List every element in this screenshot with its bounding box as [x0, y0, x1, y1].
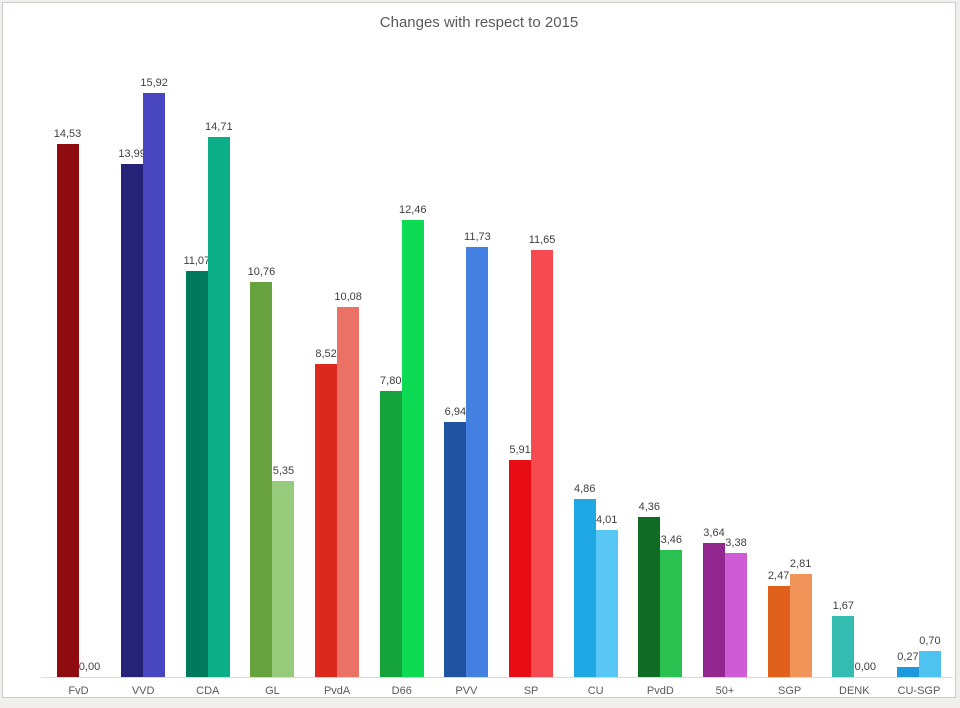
plot-area: 14,53 0,00 FvD 13,99 15,92 VVD 11,07 14,71 CDA 10… — [3, 3, 955, 697]
bar-CU-series-2 — [595, 530, 618, 677]
value-label-CDA-series-1: 11,07 — [183, 255, 211, 267]
value-label-GL-series-1: 10,76 — [247, 266, 276, 278]
value-label-50+-series-2: 3,38 — [725, 537, 747, 549]
value-label-SGP-series-1: 2,47 — [767, 570, 790, 582]
bar-FvD-series-1 — [56, 144, 79, 677]
value-label-FvD-series-2: 0,00 — [78, 661, 101, 673]
value-label-SP-series-1: 5,91 — [509, 444, 531, 456]
bar-VVD-series-2 — [143, 93, 166, 677]
x-axis-label-VVD: VVD — [131, 685, 155, 697]
bar-PvdD-series-1 — [638, 517, 661, 677]
x-axis-label-D66: D66 — [391, 685, 412, 697]
x-axis-label-CU: CU — [587, 685, 604, 697]
bar-CDA-series-1 — [185, 271, 208, 677]
x-axis-label-50+: 50+ — [715, 685, 735, 697]
bar-VVD-series-1 — [121, 164, 144, 677]
value-label-CU-SGP-series-1: 0,27 — [897, 651, 919, 663]
bar-DENK-series-1 — [832, 616, 855, 677]
bar-SGP-series-2 — [789, 574, 812, 677]
x-axis-label-PvdD: PvdD — [646, 685, 674, 697]
value-label-PvdD-series-2: 3,46 — [660, 534, 683, 546]
chart-frame: Changes with respect to 2015 14,53 0,00 Fv… — [2, 2, 956, 698]
value-label-50+-series-1: 3,64 — [703, 527, 725, 539]
value-label-PvdA-series-2: 10,08 — [334, 291, 362, 303]
bar-50+-series-1 — [703, 543, 725, 677]
value-label-SGP-series-2: 2,81 — [789, 558, 812, 570]
value-label-PvdD-series-1: 4,36 — [638, 501, 661, 513]
bar-50+-series-2 — [725, 553, 747, 677]
x-axis-label-CU-SGP: CU-SGP — [897, 685, 941, 697]
value-label-FvD-series-1: 14,53 — [53, 128, 82, 140]
value-label-VVD-series-2: 15,92 — [140, 77, 168, 89]
bar-SGP-series-1 — [767, 586, 790, 677]
bar-PVV-series-1 — [444, 422, 467, 677]
value-label-PVV-series-2: 11,73 — [464, 231, 491, 243]
value-label-PvdA-series-1: 8,52 — [315, 348, 337, 360]
x-axis-line — [41, 677, 953, 678]
chart-title: Changes with respect to 2015 — [379, 14, 579, 31]
x-axis-label-SGP: SGP — [778, 685, 802, 697]
value-label-SP-series-2: 11,65 — [528, 234, 556, 246]
value-label-CU-series-1: 4,86 — [573, 483, 596, 495]
bar-CDA-series-2 — [207, 137, 230, 677]
bar-PvdA-series-1 — [315, 364, 338, 677]
bar-CU-SGP-series-2 — [918, 651, 941, 677]
bar-PVV-series-2 — [466, 247, 489, 677]
bar-CU-SGP-series-1 — [896, 667, 919, 677]
bar-D66-series-2 — [401, 220, 424, 677]
value-label-DENK-series-2: 0,00 — [854, 661, 876, 673]
x-axis-label-SP: SP — [523, 685, 539, 697]
x-axis-label-DENK: DENK — [839, 685, 870, 697]
bar-PvdA-series-2 — [337, 307, 360, 677]
value-label-PVV-series-1: 6,94 — [444, 406, 467, 418]
bar-GL-series-2 — [272, 481, 295, 677]
x-axis-label-FvD: FvD — [68, 685, 89, 697]
value-label-CDA-series-2: 14,71 — [205, 121, 233, 133]
x-axis-label-PvdA: PvdA — [323, 685, 351, 697]
x-axis-label-GL: GL — [265, 685, 280, 697]
value-label-GL-series-2: 5,35 — [272, 465, 295, 477]
value-label-D66-series-1: 7,80 — [380, 375, 402, 387]
value-label-CU-SGP-series-2: 0,70 — [919, 635, 941, 647]
bar-chart: Changes with respect to 2015 14,53 0,00 Fv… — [3, 3, 955, 697]
x-axis-label-CDA: CDA — [196, 685, 220, 697]
value-label-CU-series-2: 4,01 — [595, 514, 618, 526]
bar-D66-series-1 — [379, 391, 402, 677]
bar-SP-series-2 — [531, 250, 554, 677]
value-label-D66-series-2: 12,46 — [398, 204, 427, 216]
bar-CU-series-1 — [573, 499, 596, 677]
bar-PvdD-series-2 — [660, 550, 683, 677]
bar-SP-series-1 — [509, 460, 532, 677]
bar-GL-series-1 — [250, 282, 273, 677]
x-axis-label-PVV: PVV — [455, 685, 478, 697]
value-label-DENK-series-1: 1,67 — [832, 600, 854, 612]
value-label-VVD-series-1: 13,99 — [118, 148, 146, 160]
